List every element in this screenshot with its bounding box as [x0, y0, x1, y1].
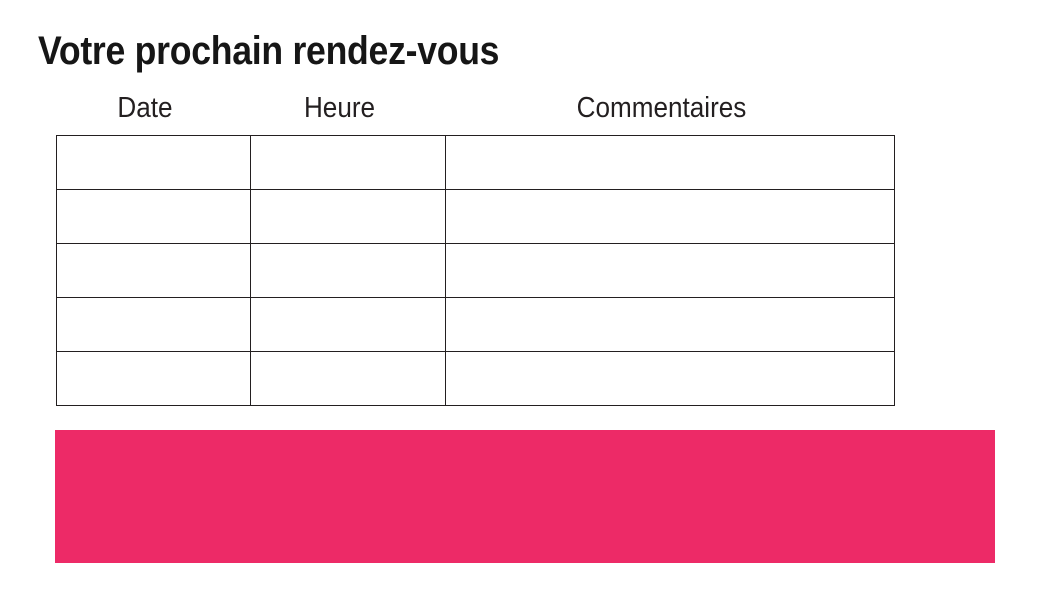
table-cell — [250, 297, 446, 352]
table-cell — [445, 297, 895, 352]
appointments-table — [56, 135, 895, 406]
column-header-commentaires: Commentaires — [576, 92, 747, 124]
table-cell — [56, 351, 251, 406]
table-cell — [250, 135, 446, 190]
table-cell — [445, 189, 895, 244]
table-cell — [250, 243, 446, 298]
table-row — [56, 243, 895, 298]
column-header-date: Date — [117, 92, 173, 124]
page-title: Votre prochain rendez-vous — [38, 29, 500, 73]
appointments-table-body — [56, 135, 895, 406]
table-row — [56, 135, 895, 190]
table-row — [56, 297, 895, 352]
accent-band — [55, 430, 995, 563]
table-cell — [445, 135, 895, 190]
table-row — [56, 189, 895, 244]
table-cell — [56, 243, 251, 298]
table-cell — [56, 135, 251, 190]
table-cell — [250, 351, 446, 406]
table-row — [56, 351, 895, 406]
table-cell — [445, 243, 895, 298]
table-cell — [445, 351, 895, 406]
table-cell — [250, 189, 446, 244]
table-cell — [56, 189, 251, 244]
column-header-heure: Heure — [303, 92, 376, 124]
table-column-headers: Date Heure Commentaires — [48, 94, 886, 123]
table-cell — [56, 297, 251, 352]
